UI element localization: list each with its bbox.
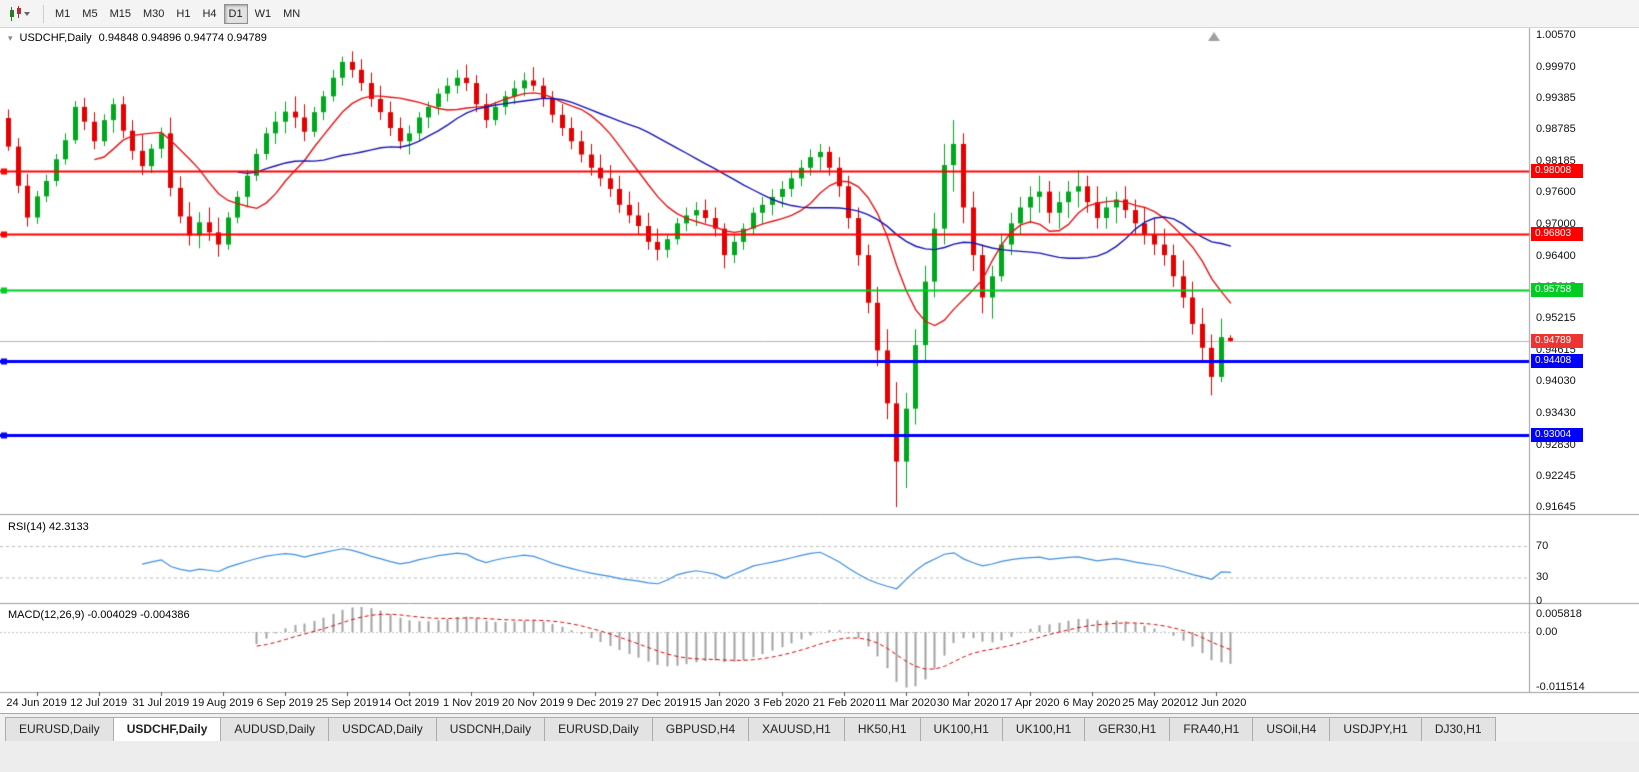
tab-gbpusd-h4-6[interactable]: GBPUSD,H4: [651, 717, 750, 741]
tab-usdcad-daily-3[interactable]: USDCAD,Daily: [328, 717, 437, 741]
date-label: 25 Sep 2019: [315, 697, 379, 709]
timeframe-d1[interactable]: D1: [223, 3, 248, 24]
tab-eurusd-daily-5[interactable]: EURUSD,Daily: [544, 717, 653, 741]
date-label: 21 Feb 2020: [812, 697, 875, 709]
timeframe-w1[interactable]: W1: [254, 7, 272, 20]
timeframe-m30[interactable]: M30: [142, 7, 165, 20]
tab-usoil-h4-13[interactable]: USOil,H4: [1252, 717, 1331, 741]
chart-area: ▾ USDCHF,Daily 0.94848 0.94896 0.94774 0…: [0, 28, 1639, 713]
timeframe-bar: M1 M5 M15 M30 H1 H4 D1 W1 MN: [49, 3, 306, 24]
date-label: 14 Oct 2019: [379, 697, 440, 709]
date-label: 9 Dec 2019: [567, 697, 624, 709]
tab-hk50-h1-8[interactable]: HK50,H1: [843, 717, 921, 741]
date-label: 25 May 2020: [1122, 697, 1186, 709]
timeframe-m5[interactable]: M5: [82, 7, 98, 20]
one-click-trading-arrow-icon[interactable]: ▾: [8, 32, 13, 43]
symbol-tabbar: EURUSD,Daily USDCHF,Daily AUDUSD,Daily USDC…: [0, 713, 1639, 741]
chart-symbol-label: USDCHF,Daily: [19, 32, 92, 44]
date-label: 12 Jul 2019: [70, 697, 128, 709]
date-label: 27 Dec 2019: [626, 697, 689, 709]
toolbar-separator: [43, 4, 44, 23]
date-label: 31 Jul 2019: [132, 697, 190, 709]
date-label: 15 Jan 2020: [689, 697, 750, 709]
tab-usdchf-daily-1[interactable]: USDCHF,Daily: [112, 717, 222, 741]
timeframe-h4[interactable]: H4: [202, 7, 217, 20]
tab-uk100-h1-9[interactable]: UK100,H1: [919, 717, 1003, 741]
timeframe-mn[interactable]: MN: [283, 7, 301, 20]
chart-ohlc-readout: 0.94848 0.94896 0.94774 0.94789: [98, 32, 267, 44]
timeframe-toolbar: M1 M5 M15 M30 H1 H4 D1 W1 MN: [0, 0, 1639, 28]
date-label: 24 Jun 2019: [6, 697, 67, 709]
tab-dj30-h1-15[interactable]: DJ30,H1: [1420, 717, 1496, 741]
window-bottom-strip: [0, 741, 1639, 772]
rsi-indicator-label: RSI(14) 42.3133: [8, 521, 89, 533]
candlestick-icon: [10, 5, 30, 21]
tab-usdcnh-daily-4[interactable]: USDCNH,Daily: [435, 717, 546, 741]
date-label: 6 Sep 2019: [256, 697, 314, 709]
date-label: 19 Aug 2019: [191, 697, 254, 709]
tab-eurusd-daily-0[interactable]: EURUSD,Daily: [5, 717, 114, 741]
timeframe-m1[interactable]: M1: [55, 7, 71, 20]
date-label: 17 Apr 2020: [1000, 697, 1060, 709]
date-label: 20 Nov 2019: [502, 697, 565, 709]
tab-xauusd-h1-7[interactable]: XAUUSD,H1: [748, 717, 845, 741]
chart-title: ▾ USDCHF,Daily 0.94848 0.94896 0.94774 0…: [8, 32, 267, 44]
date-label: 3 Feb 2020: [753, 697, 810, 709]
date-label: 30 Mar 2020: [936, 697, 999, 709]
tab-audusd-daily-2[interactable]: AUDUSD,Daily: [220, 717, 330, 741]
macd-indicator-label: MACD(12,26,9) -0.004029 -0.004386: [8, 609, 190, 621]
chart-type-icon[interactable]: [4, 3, 34, 25]
tab-uk100-h1-10[interactable]: UK100,H1: [1001, 717, 1086, 741]
date-axis: 24 Jun 2019 12 Jul 2019 31 Jul 2019 19 Aug …: [0, 695, 1529, 713]
price-chart-canvas[interactable]: [0, 28, 1639, 713]
date-label: 6 May 2020: [1063, 697, 1121, 709]
tab-usdjpy-h1-14[interactable]: USDJPY,H1: [1329, 717, 1422, 741]
date-label: 12 Jun 2020: [1185, 697, 1247, 709]
tab-fra40-h1-12[interactable]: FRA40,H1: [1169, 717, 1254, 741]
date-label: 11 Mar 2020: [875, 697, 937, 709]
timeframe-h1[interactable]: H1: [176, 7, 191, 20]
date-label: 1 Nov 2019: [443, 697, 500, 709]
tab-ger30-h1-11[interactable]: GER30,H1: [1084, 717, 1171, 741]
timeframe-m15[interactable]: M15: [109, 7, 131, 20]
